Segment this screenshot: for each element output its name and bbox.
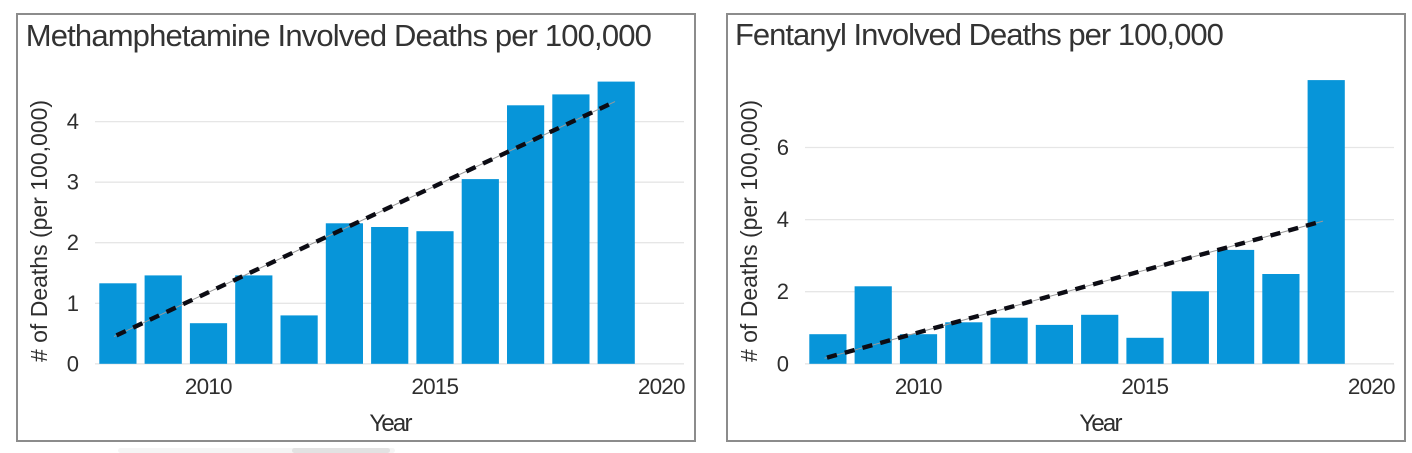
svg-text:Fentanyl Involved Deaths per 1: Fentanyl Involved Deaths per 100,000 — [735, 17, 1224, 52]
svg-text:2015: 2015 — [1121, 374, 1168, 399]
svg-text:4: 4 — [777, 207, 789, 232]
svg-text:Year: Year — [1079, 410, 1122, 437]
svg-text:2010: 2010 — [185, 374, 232, 399]
svg-text:4: 4 — [67, 109, 79, 134]
svg-text:Year: Year — [369, 410, 412, 437]
svg-text:Methamphetamine Involved Death: Methamphetamine Involved Deaths per 100,… — [26, 18, 652, 53]
svg-text:3: 3 — [67, 170, 79, 195]
svg-text:# of Deaths (per 100,000): # of Deaths (per 100,000) — [26, 100, 52, 362]
svg-text:# of Deaths (per 100,000): # of Deaths (per 100,000) — [736, 100, 762, 362]
svg-text:1: 1 — [67, 291, 79, 316]
svg-text:0: 0 — [67, 351, 79, 376]
svg-text:2020: 2020 — [638, 374, 685, 399]
svg-text:2015: 2015 — [411, 374, 458, 399]
svg-text:2: 2 — [777, 279, 789, 304]
svg-text:0: 0 — [777, 351, 789, 376]
svg-text:2010: 2010 — [895, 374, 942, 399]
svg-text:2020: 2020 — [1348, 374, 1395, 399]
svg-text:2: 2 — [67, 230, 79, 255]
svg-text:6: 6 — [777, 135, 789, 160]
